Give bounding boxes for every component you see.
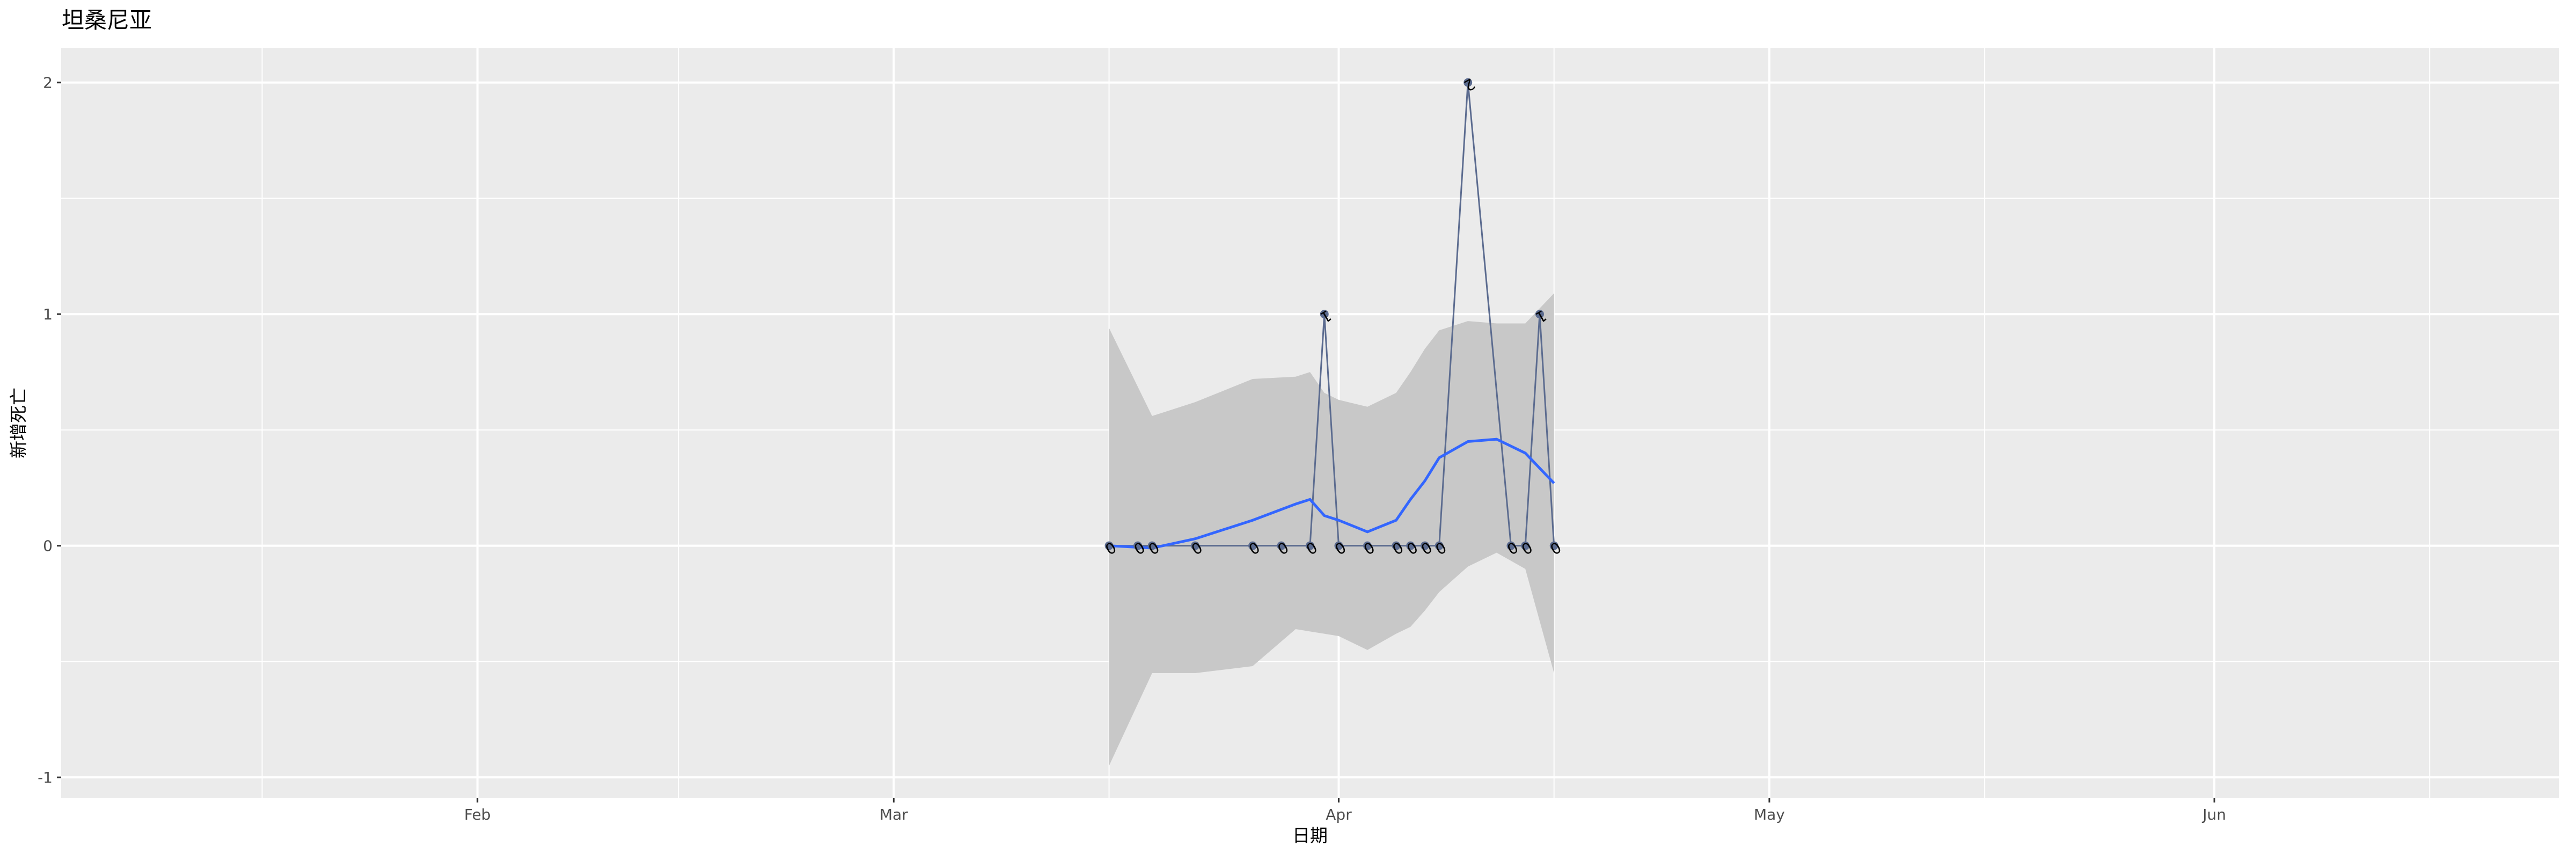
x-tick-label: Feb [464, 806, 491, 823]
data-point [1104, 541, 1114, 550]
major-gridlines [61, 48, 2559, 798]
data-point [1392, 541, 1401, 550]
smooth-line [1109, 437, 1555, 550]
x-axis-title: 日期 [1292, 825, 1328, 846]
data-point [1463, 78, 1473, 87]
data-point [1277, 541, 1286, 550]
data-point [1406, 541, 1415, 550]
y-axis-title: 新增死亡 [8, 388, 29, 458]
data-point [1191, 541, 1200, 550]
x-tick-label: May [1754, 806, 1785, 823]
data-point [1506, 541, 1516, 550]
data-point [1306, 541, 1314, 550]
x-tick-label: Mar [880, 806, 908, 823]
data-point [1320, 310, 1329, 319]
data-point [1549, 541, 1558, 550]
y-tick-label: -1 [38, 769, 53, 786]
y-tick-label: 0 [43, 537, 53, 555]
x-axis-ticks: Feb Mar Apr May Jun [464, 798, 2226, 823]
x-tick-label: Jun [2201, 806, 2226, 823]
data-point [1535, 310, 1544, 319]
smooth-curve [1109, 437, 1555, 550]
x-tick-label: Apr [1326, 806, 1352, 823]
chart-title: 坦桑尼亚 [62, 7, 152, 33]
y-tick-label: 2 [43, 74, 53, 92]
data-point [1521, 541, 1530, 550]
confidence-band [1109, 293, 1554, 766]
data-point [1133, 541, 1143, 550]
confidence-band-area [1109, 293, 1554, 766]
y-axis-ticks: -1 0 1 2 [38, 74, 61, 786]
data-point [1334, 541, 1343, 550]
data-point [1420, 541, 1429, 550]
data-point [1248, 541, 1257, 550]
data-point [1435, 541, 1444, 550]
data-points [1104, 78, 1558, 550]
data-point [1147, 541, 1157, 550]
y-tick-label: 1 [43, 305, 53, 323]
data-point [1363, 541, 1372, 550]
